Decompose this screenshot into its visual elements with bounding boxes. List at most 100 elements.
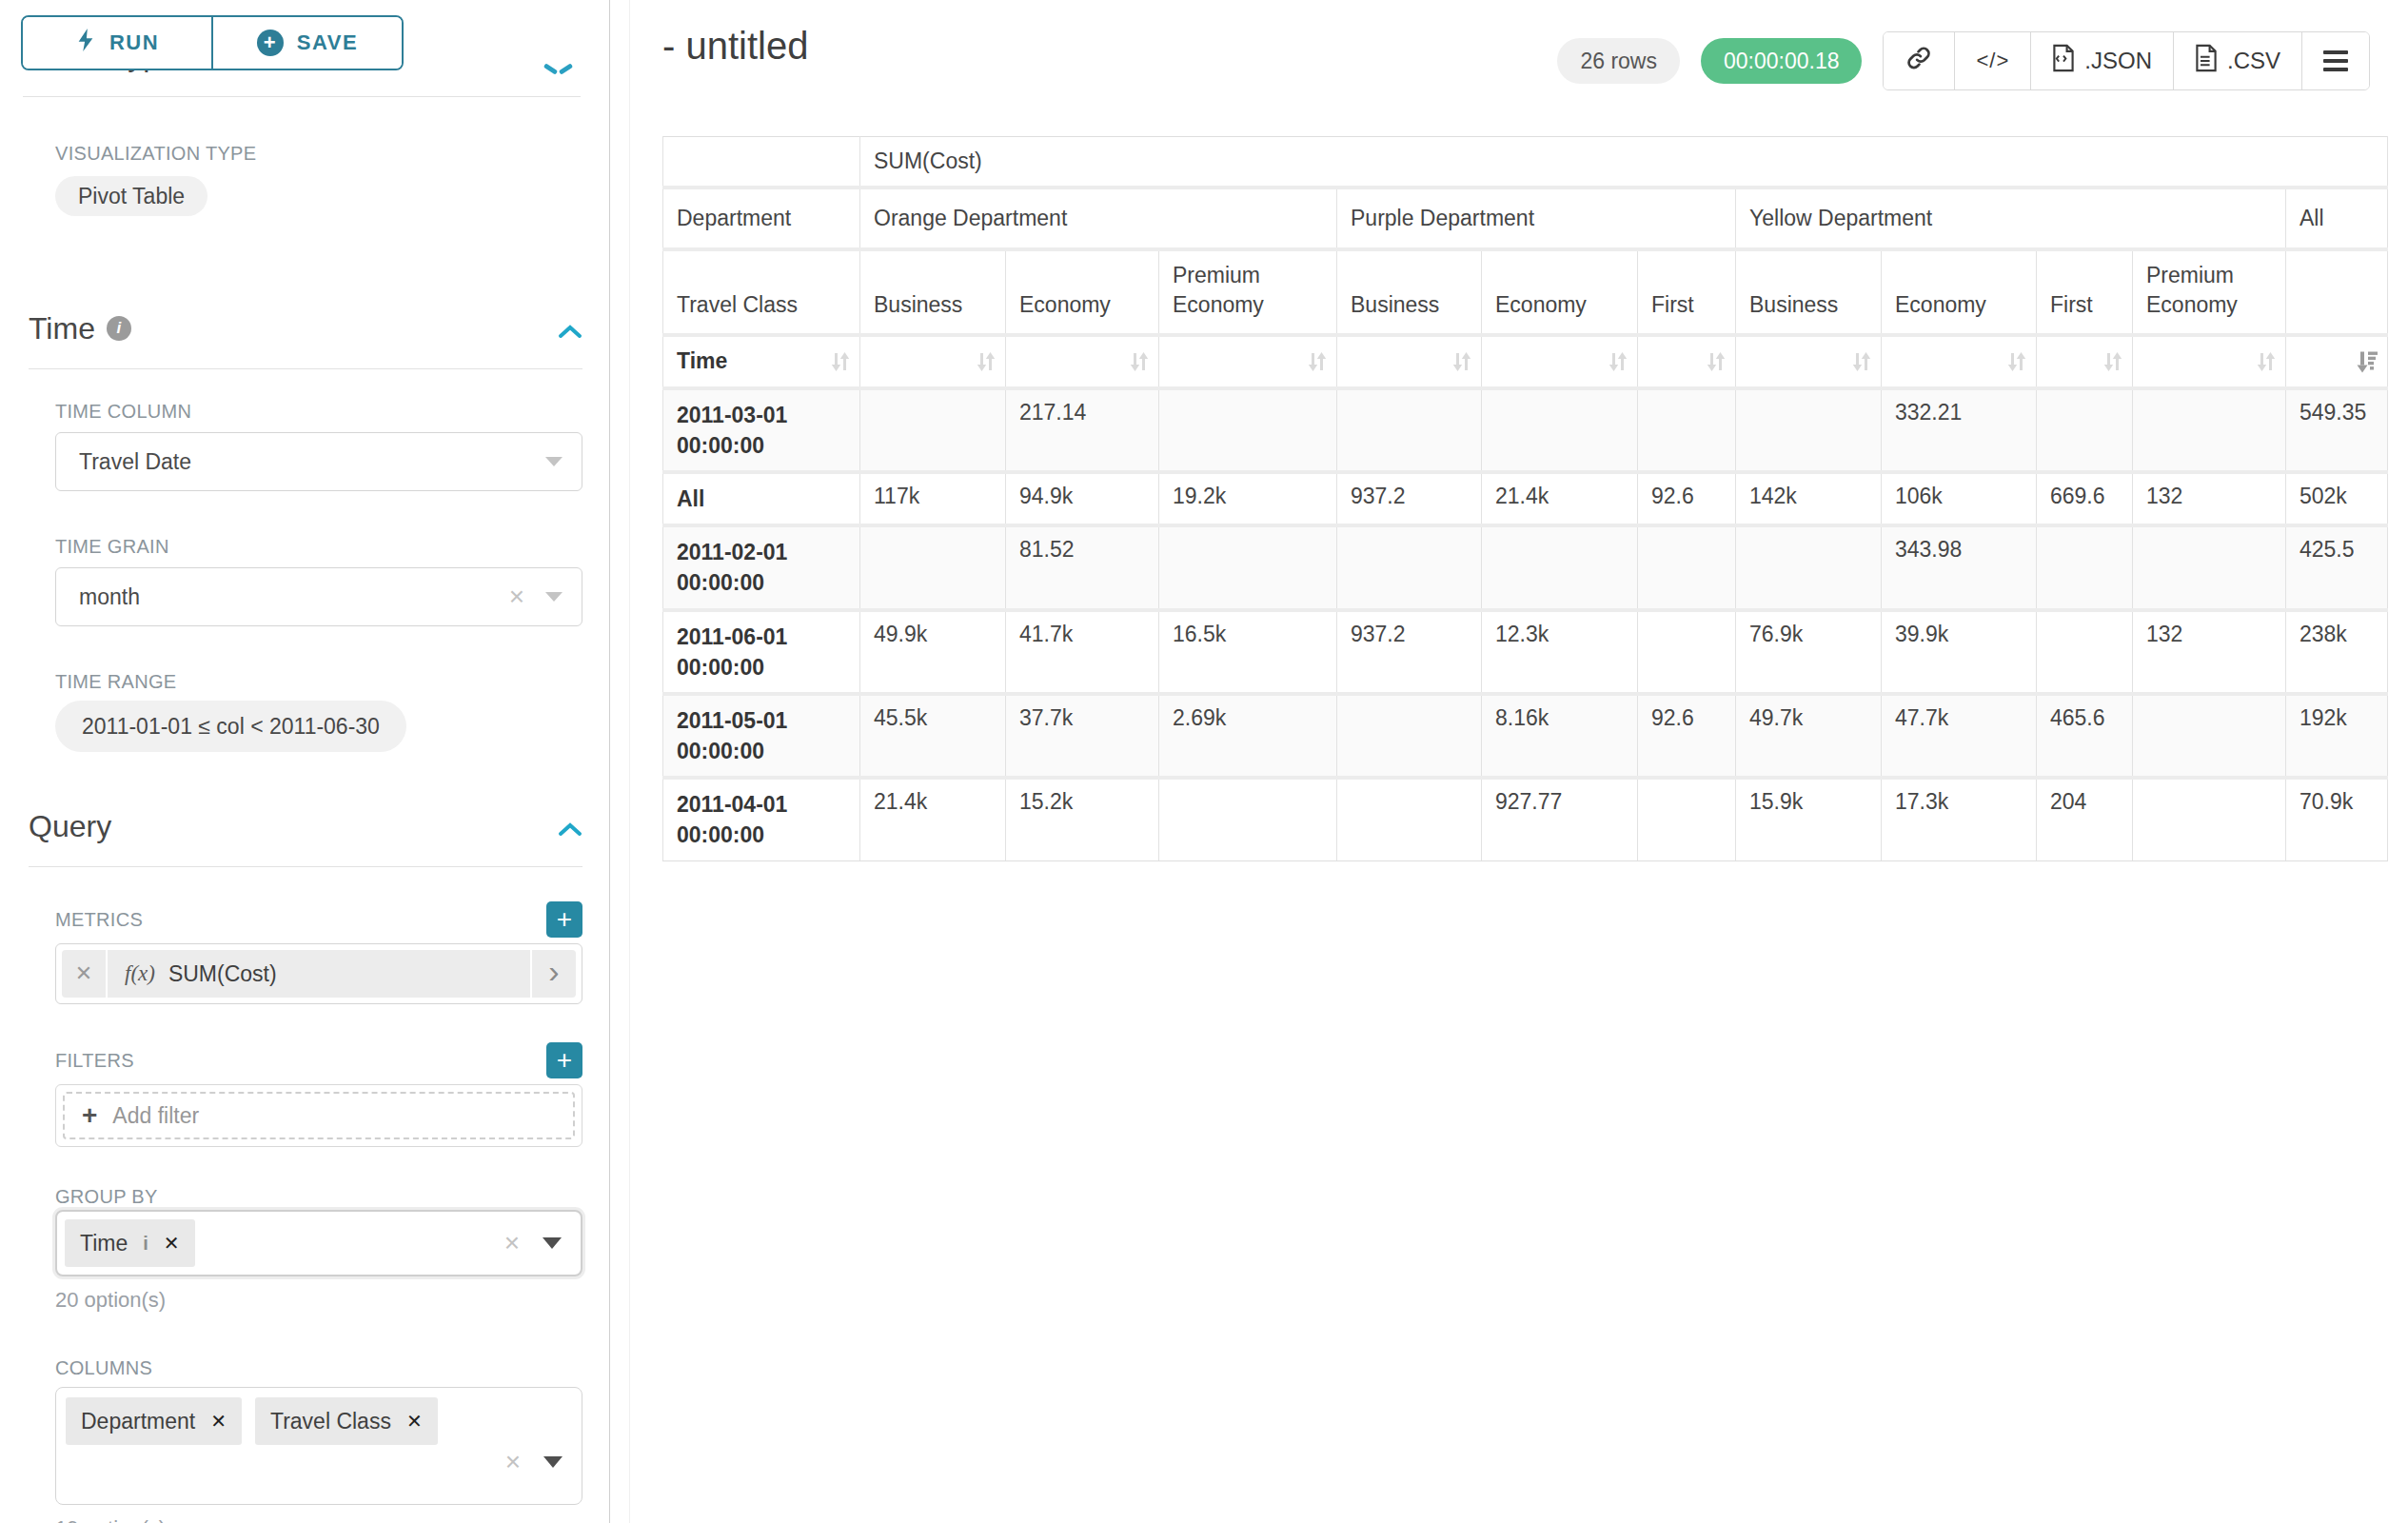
time-grain-value: month — [79, 584, 140, 610]
time-range-value[interactable]: 2011-01-01 ≤ col < 2011-06-30 — [55, 701, 406, 752]
travel-class-header[interactable]: Business — [860, 249, 1006, 335]
pivot-value-cell: 937.2 — [1337, 472, 1482, 525]
sort-header-cell[interactable] — [2286, 335, 2388, 388]
sort-desc-icon[interactable] — [2354, 348, 2379, 374]
sort-icon[interactable] — [1607, 350, 1629, 373]
export-csv-button[interactable]: .CSV — [2173, 32, 2301, 89]
department-group-header[interactable]: Purple Department — [1337, 188, 1736, 249]
travel-class-header[interactable]: Business — [1736, 249, 1882, 335]
pivot-value-cell: 12.3k — [1482, 610, 1638, 694]
sort-icon[interactable] — [1705, 350, 1727, 373]
clear-icon[interactable]: × — [504, 1230, 520, 1256]
info-icon[interactable]: i — [107, 316, 131, 341]
pivot-value-cell: 49.9k — [860, 610, 1006, 694]
sort-icon[interactable] — [2102, 350, 2124, 373]
travel-class-header[interactable]: Economy — [1482, 249, 1638, 335]
department-group-header[interactable]: All — [2286, 188, 2388, 249]
pivot-value-cell — [1337, 388, 1482, 472]
travel-class-header[interactable]: Premium Economy — [1159, 249, 1337, 335]
sort-header-cell[interactable] — [1882, 335, 2037, 388]
metrics-header-row: METRICS + — [55, 901, 582, 938]
remove-pill-icon[interactable]: ✕ — [164, 1232, 180, 1255]
sort-icon[interactable] — [2255, 350, 2278, 373]
row-label-cell: 2011-03-01 00:00:00 — [663, 388, 860, 472]
menu-button[interactable] — [2301, 32, 2369, 89]
travel-class-header[interactable]: Economy — [1006, 249, 1159, 335]
pivot-value-cell — [1482, 525, 1638, 609]
add-metric-button[interactable]: + — [546, 901, 582, 938]
sort-header-cell[interactable] — [2037, 335, 2133, 388]
time-column-select[interactable]: Travel Date — [55, 432, 582, 491]
sort-icon[interactable] — [2005, 350, 2028, 373]
sort-header-cell[interactable] — [1482, 335, 1638, 388]
pivot-value-cell: 204 — [2037, 778, 2133, 860]
sort-header-cell[interactable] — [2133, 335, 2286, 388]
sort-header-cell[interactable] — [1159, 335, 1337, 388]
pivot-value-cell: 142k — [1736, 472, 1882, 525]
chevron-right-icon[interactable]: › — [530, 950, 576, 998]
sort-icon[interactable] — [1850, 350, 1873, 373]
clear-icon[interactable]: × — [509, 583, 524, 610]
travel-class-header[interactable] — [2286, 249, 2388, 335]
caret-down-icon[interactable] — [543, 1237, 562, 1249]
chevron-up-icon[interactable] — [558, 805, 582, 847]
sort-icon[interactable] — [829, 350, 852, 373]
travel-class-header[interactable]: First — [2037, 249, 2133, 335]
row-count-badge: 26 rows — [1557, 38, 1680, 84]
save-button[interactable]: + SAVE — [211, 17, 402, 69]
sort-header-cell[interactable] — [1337, 335, 1482, 388]
time-column-label: TIME COLUMN — [55, 400, 582, 423]
copy-link-button[interactable] — [1884, 32, 1954, 89]
sort-icon[interactable] — [1306, 350, 1329, 373]
group-by-select[interactable]: Time i ✕ × — [55, 1210, 582, 1276]
columns-pill-travel-class[interactable]: Travel Class ✕ — [255, 1397, 438, 1445]
columns-select[interactable]: Department ✕ Travel Class ✕ × — [55, 1387, 582, 1505]
pill-label: Department — [81, 1409, 195, 1434]
time-axis-header[interactable]: Time — [663, 335, 860, 388]
department-group-header[interactable]: Orange Department — [860, 188, 1337, 249]
add-filter-button[interactable]: + Add filter — [63, 1092, 575, 1139]
panel-resize-divider[interactable] — [609, 0, 610, 1523]
pivot-value-cell — [2133, 778, 2286, 860]
caret-down-icon[interactable] — [543, 1456, 563, 1468]
row-label-cell: 2011-05-01 00:00:00 — [663, 694, 860, 778]
sort-header-cell[interactable] — [1638, 335, 1736, 388]
sort-icon[interactable] — [1451, 350, 1473, 373]
remove-pill-icon[interactable]: ✕ — [210, 1410, 227, 1433]
sort-header-cell[interactable] — [1736, 335, 1882, 388]
sort-icon[interactable] — [1128, 350, 1151, 373]
visualization-type-value[interactable]: Pivot Table — [55, 176, 207, 216]
department-group-header[interactable]: Yellow Department — [1736, 188, 2286, 249]
export-json-button[interactable]: .JSON — [2030, 32, 2173, 89]
time-grain-select[interactable]: month × — [55, 567, 582, 626]
pivot-value-cell — [1337, 778, 1482, 860]
columns-pill-department[interactable]: Department ✕ — [66, 1397, 242, 1445]
travel-class-header[interactable]: First — [1638, 249, 1736, 335]
remove-metric-icon[interactable]: ✕ — [62, 950, 108, 998]
pivot-value-cell — [1482, 388, 1638, 472]
caret-down-icon — [545, 457, 563, 466]
chevron-up-icon[interactable] — [558, 307, 582, 349]
hamburger-icon — [2323, 50, 2348, 71]
query-timer-badge: 00:00:00.18 — [1701, 38, 1863, 84]
travel-class-header[interactable]: Business — [1337, 249, 1482, 335]
export-csv-label: .CSV — [2227, 48, 2280, 74]
sort-header-cell[interactable] — [860, 335, 1006, 388]
chart-title[interactable]: - untitled — [662, 25, 808, 68]
view-query-button[interactable]: </> — [1954, 32, 2030, 89]
add-filter-plus-button[interactable]: + — [546, 1042, 582, 1078]
travel-class-header[interactable]: Premium Economy — [2133, 249, 2286, 335]
travel-class-header[interactable]: Economy — [1882, 249, 2037, 335]
run-button[interactable]: RUN — [23, 17, 211, 69]
sort-icon[interactable] — [975, 350, 997, 373]
metric-chip[interactable]: f(x) SUM(Cost) — [108, 950, 530, 998]
export-json-label: .JSON — [2084, 48, 2152, 74]
control-panel-scroll: VISUALIZATION TYPE Pivot Table Time i TI… — [0, 97, 609, 1523]
group-by-pill-time[interactable]: Time i ✕ — [65, 1219, 195, 1267]
sort-header-cell[interactable] — [1006, 335, 1159, 388]
pivot-value-cell — [2133, 388, 2286, 472]
info-icon[interactable]: i — [143, 1233, 148, 1255]
clear-icon[interactable]: × — [505, 1449, 521, 1475]
remove-pill-icon[interactable]: ✕ — [406, 1410, 423, 1433]
pivot-value-cell: 47.7k — [1882, 694, 2037, 778]
